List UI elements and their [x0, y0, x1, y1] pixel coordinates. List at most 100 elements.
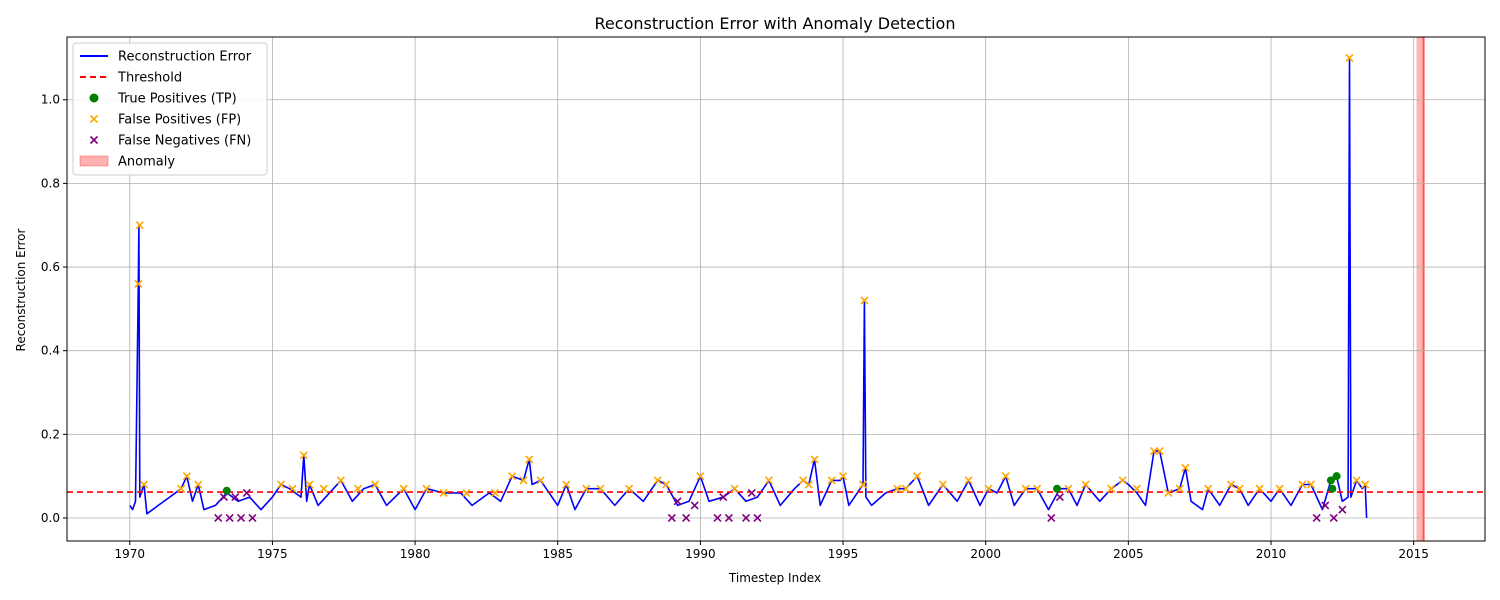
fp-marker-stroke: [519, 476, 528, 485]
fp-marker-stroke: [938, 480, 947, 489]
fn-marker: [713, 513, 722, 523]
fn-marker-stroke: [1338, 505, 1347, 514]
fp-marker-stroke: [1361, 480, 1370, 489]
tp-marker: [1328, 484, 1337, 493]
plot-area: 1970 1975 1980 1985 1990 1995 2000 2005 2010 2015…: [41, 36, 1486, 561]
fp-marker-stroke: [422, 484, 431, 493]
y-tick-label: 0.0: [41, 511, 60, 525]
fp-marker: [508, 472, 517, 481]
fp-marker-stroke: [1255, 484, 1264, 493]
fn-marker: [682, 513, 691, 523]
fp-marker-stroke: [399, 484, 408, 493]
fn-marker: [1047, 513, 1056, 523]
fp-marker: [901, 484, 910, 493]
fp-marker: [1345, 53, 1354, 62]
fp-marker: [624, 484, 634, 493]
fp-marker: [860, 296, 869, 305]
fn-marker: [747, 488, 756, 497]
fp-marker: [1164, 488, 1173, 497]
fp-marker-stroke: [893, 484, 902, 493]
fp-marker-stroke: [1107, 484, 1116, 493]
fp-marker-stroke: [439, 488, 448, 497]
legend-box: [72, 42, 268, 176]
fp-marker-stroke: [1181, 463, 1190, 472]
fp-marker: [462, 488, 471, 497]
chart-title: Reconstruction Error with Anomaly Detect…: [595, 14, 956, 33]
fp-marker: [964, 476, 973, 485]
fp-marker-stroke: [860, 296, 869, 305]
fn-marker-stroke: [690, 501, 699, 510]
fp-marker-stroke: [525, 455, 534, 464]
fn-marker: [231, 493, 240, 502]
fn-marker-stroke: [724, 513, 733, 523]
fp-marker: [804, 480, 813, 489]
fp-marker-stroke: [827, 476, 836, 485]
fp-marker-stroke: [1001, 472, 1010, 481]
fp-marker-stroke: [653, 476, 662, 485]
fn-marker-stroke: [673, 497, 682, 506]
fp-marker: [1181, 463, 1190, 472]
fp-marker-stroke: [1298, 480, 1307, 489]
fp-marker-stroke: [1164, 488, 1173, 497]
fp-marker-stroke: [662, 480, 671, 489]
x-tick-label: 2000: [970, 547, 1001, 561]
fp-marker: [1132, 484, 1141, 493]
fn-marker-stroke: [747, 488, 756, 497]
fn-marker: [1321, 501, 1330, 510]
fp-marker-stroke: [913, 472, 922, 481]
tp-marker: [222, 486, 231, 495]
fp-marker: [353, 484, 363, 493]
legend-swatch-fp-stroke: [89, 114, 99, 124]
fp-marker-stroke: [319, 484, 328, 493]
legend-swatch-anomaly: [79, 155, 109, 167]
legend-label: True Positives (TP): [117, 92, 237, 107]
fp-marker: [1081, 480, 1090, 489]
fp-marker: [194, 480, 203, 489]
fn-marker: [248, 513, 257, 523]
fn-marker: [214, 513, 223, 523]
legend-swatch-fp: [89, 114, 99, 124]
fn-marker-stroke: [1055, 493, 1064, 502]
fp-marker-stroke: [134, 279, 143, 288]
tp-marker: [1053, 484, 1062, 493]
fn-marker-stroke: [225, 513, 234, 523]
x-tick-label: 1995: [828, 547, 859, 561]
fp-marker-stroke: [1118, 476, 1127, 485]
fn-marker-stroke: [719, 493, 728, 502]
y-tick-label: 0.6: [41, 260, 60, 274]
fp-marker: [653, 476, 662, 485]
fn-marker: [719, 493, 728, 502]
fp-marker-stroke: [596, 484, 605, 493]
fp-marker: [1001, 472, 1010, 481]
fp-marker-stroke: [804, 480, 813, 489]
fp-marker: [696, 472, 705, 481]
y-tick-label: 0.8: [41, 176, 60, 190]
fp-marker-stroke: [1204, 484, 1213, 493]
fn-marker: [1338, 505, 1347, 514]
fp-marker-stroke: [858, 480, 868, 489]
fp-marker: [288, 484, 297, 493]
fp-marker: [1032, 484, 1042, 493]
fp-marker: [1204, 484, 1213, 493]
fn-marker: [242, 488, 251, 497]
fp-marker-stroke: [288, 484, 297, 493]
x-tick-label: 2015: [1398, 547, 1429, 561]
fp-marker: [984, 484, 993, 493]
legend-swatch-fn: [89, 135, 99, 145]
fp-marker: [439, 488, 448, 497]
legend-label: Reconstruction Error: [118, 50, 252, 65]
fp-marker-stroke: [1175, 484, 1184, 493]
fp-marker: [276, 480, 286, 489]
fp-marker-stroke: [1132, 484, 1141, 493]
fn-marker: [673, 497, 682, 506]
fp-marker-stroke: [135, 221, 144, 230]
fp-marker: [525, 455, 534, 464]
fp-marker-stroke: [508, 472, 517, 481]
fp-marker-stroke: [371, 480, 380, 489]
fp-marker: [893, 484, 902, 493]
fp-marker: [799, 476, 808, 485]
fp-marker-stroke: [582, 484, 591, 493]
fp-marker-stroke: [462, 488, 471, 497]
legend-swatch-tp: [89, 93, 99, 103]
fp-marker: [1235, 484, 1244, 493]
